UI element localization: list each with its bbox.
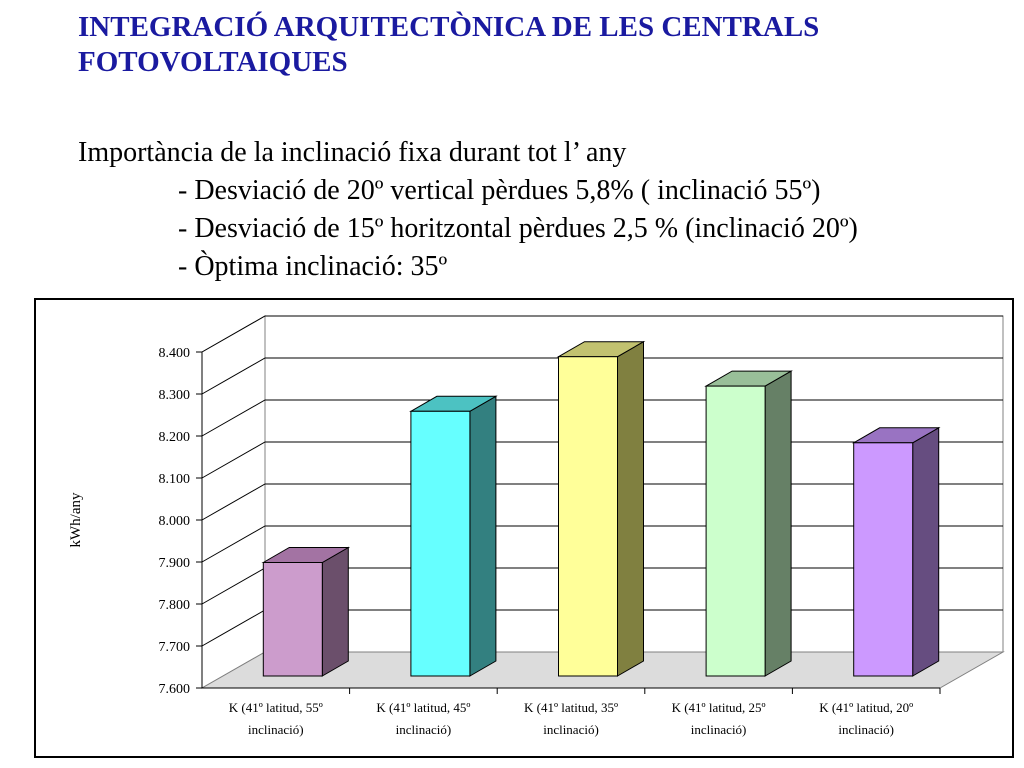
bar-front — [705, 385, 766, 677]
title-line-2: FOTOVOLTAIQUES — [78, 46, 348, 78]
bar — [851, 426, 941, 677]
bullet-horizontal-deviation: - Desviació de 15º horitzontal pèrdues 2… — [178, 213, 858, 244]
y-tick-label: 8.100 — [159, 472, 191, 487]
bar-front — [853, 442, 914, 677]
y-tick-label: 7.900 — [159, 556, 191, 571]
bar — [409, 395, 498, 677]
x-tick-label: inclinació) — [396, 722, 452, 737]
bullet-vertical-deviation: - Desviació de 20º vertical pèrdues 5,8%… — [178, 175, 821, 206]
y-tick-label: 7.700 — [159, 640, 191, 655]
bar — [556, 340, 646, 677]
x-tick-label: K (41º latitud, 55º — [229, 700, 323, 715]
x-tick-label: K (41º latitud, 25º — [672, 700, 766, 715]
x-tick-label: inclinació) — [691, 722, 747, 737]
y-tick-label: 8.000 — [159, 514, 191, 529]
y-axis-title: kWh/any — [68, 492, 84, 547]
body-heading: Importància de la inclinació fixa durant… — [78, 137, 627, 168]
x-tick-label: inclinació) — [248, 722, 304, 737]
chart-frame: 7.600 7.700 7.800 7.900 8.000 8.100 8.200 8.300… — [34, 298, 1014, 758]
x-tick-label: K (41º latitud, 45º — [376, 700, 470, 715]
bar-front — [410, 410, 471, 677]
bars — [261, 340, 941, 677]
bar-side — [469, 395, 497, 677]
bar-side — [617, 340, 644, 677]
bullet-optimal-inclination: - Òptima inclinació: 35º — [178, 251, 448, 282]
y-tick-label: 8.200 — [159, 430, 191, 445]
bar-chart: 7.600 7.700 7.800 7.900 8.000 8.100 8.200 8.300… — [68, 315, 1005, 737]
bar-front — [558, 356, 618, 677]
slide-title: INTEGRACIÓ ARQUITECTÒNICA DE LES CENTRAL… — [78, 10, 1008, 80]
y-tick-label: 7.600 — [159, 682, 191, 697]
gridline — [201, 315, 1003, 353]
gridline — [201, 357, 1003, 395]
y-tick-label: 8.400 — [159, 346, 191, 361]
bar — [704, 370, 793, 677]
labels: 7.600 7.700 7.800 7.900 8.000 8.100 8.200 8.300… — [68, 346, 913, 737]
bar-side — [912, 426, 940, 677]
y-tick-label: 8.300 — [159, 388, 191, 403]
x-tick-label: K (41º latitud, 20º — [819, 700, 913, 715]
x-tick-label: inclinació) — [838, 722, 894, 737]
title-line-1: INTEGRACIÓ ARQUITECTÒNICA DE LES CENTRAL… — [78, 11, 820, 43]
bar-side — [321, 546, 349, 677]
bar — [261, 546, 351, 677]
bar-front — [262, 562, 323, 677]
bar-side — [764, 370, 792, 677]
x-tick-label: K (41º latitud, 35º — [524, 700, 618, 715]
y-tick-label: 7.800 — [159, 598, 191, 613]
x-tick-label: inclinació) — [543, 722, 599, 737]
axes — [196, 351, 941, 694]
slide-body: Importància de la inclinació fixa durant… — [78, 134, 1018, 286]
